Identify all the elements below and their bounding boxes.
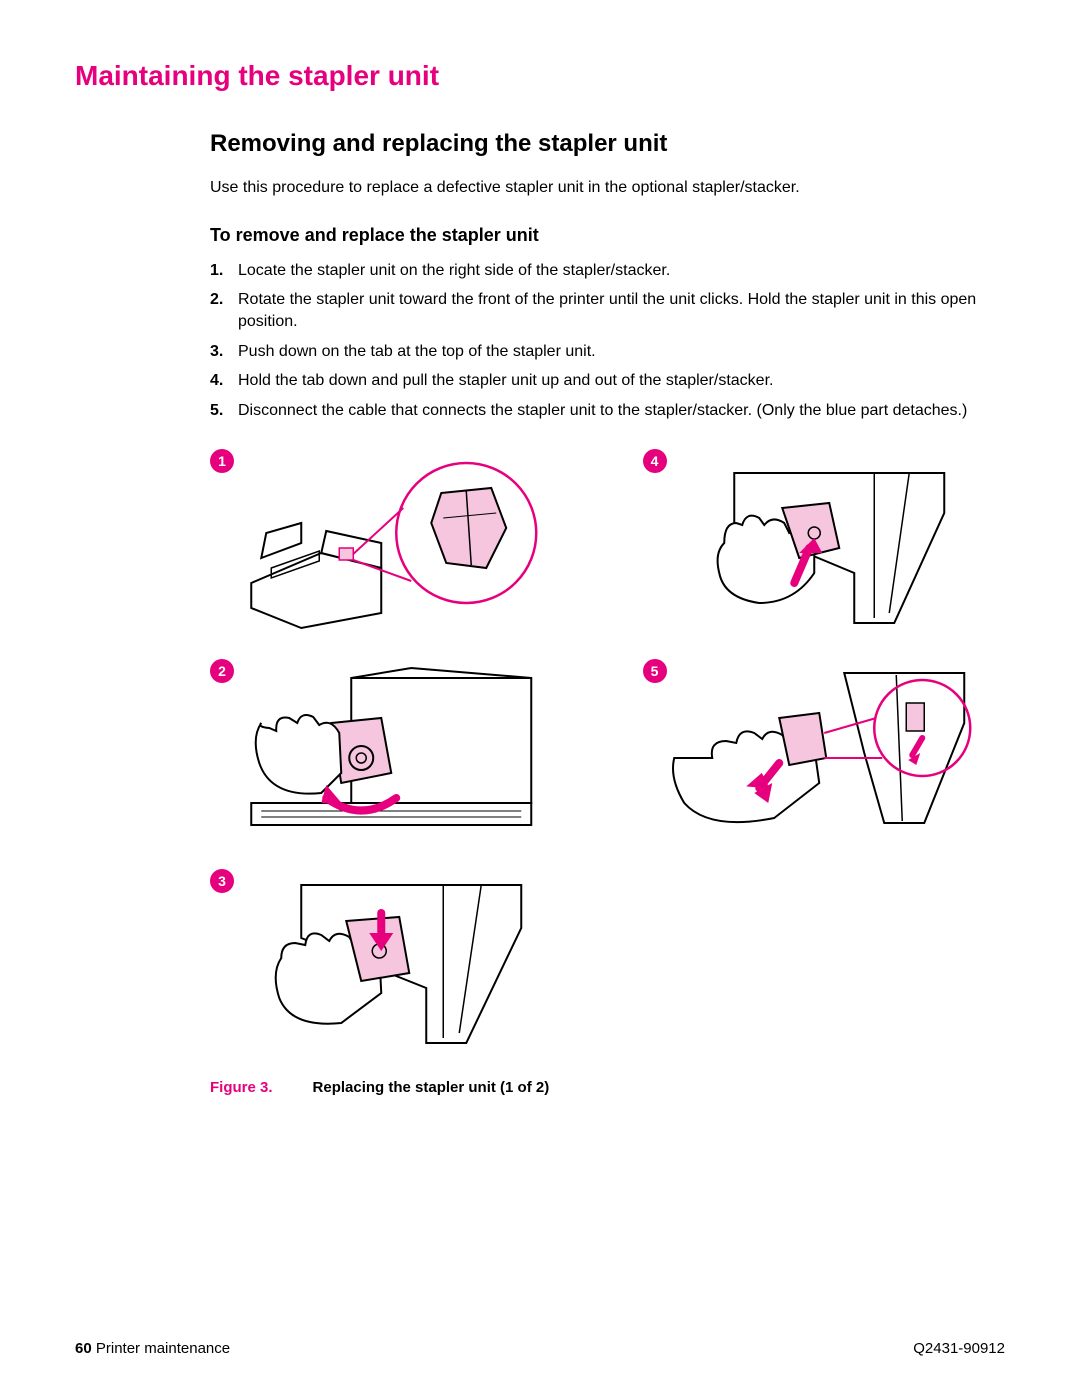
figure-panel-1: 1 — [210, 449, 573, 629]
figure-panel-5: 5 — [643, 659, 1006, 839]
figure-panel-2: 2 — [210, 659, 573, 839]
panel-badge: 4 — [643, 449, 667, 473]
figure-caption-text: Replacing the stapler unit (1 of 2) — [313, 1079, 550, 1096]
intro-text: Use this procedure to replace a defectiv… — [210, 178, 1005, 199]
panel-illustration-5 — [643, 663, 1006, 843]
panel-illustration-1 — [210, 453, 573, 633]
step-item: Disconnect the cable that connects the s… — [210, 400, 1005, 422]
step-item: Push down on the tab at the top of the s… — [210, 341, 1005, 363]
footer-doc-id: Q2431-90912 — [913, 1340, 1005, 1357]
figure-grid: 1 — [210, 449, 1005, 1049]
panel-illustration-4 — [643, 453, 1006, 633]
panel-illustration-2 — [210, 663, 573, 843]
panel-illustration-3 — [210, 873, 573, 1053]
footer-left: 60 Printer maintenance — [75, 1340, 230, 1357]
figure-panel-4: 4 — [643, 449, 1006, 629]
steps-list: Locate the stapler unit on the right sid… — [210, 260, 1005, 422]
page-heading-1: Maintaining the stapler unit — [75, 60, 1005, 92]
figure-label: Figure 3. — [210, 1079, 273, 1096]
step-item: Locate the stapler unit on the right sid… — [210, 260, 1005, 282]
step-item: Rotate the stapler unit toward the front… — [210, 289, 1005, 332]
page-footer: 60 Printer maintenance Q2431-90912 — [75, 1340, 1005, 1357]
figure-caption: Figure 3. Replacing the stapler unit (1 … — [210, 1079, 1005, 1096]
figure-panel-3: 3 — [210, 869, 573, 1049]
step-item: Hold the tab down and pull the stapler u… — [210, 370, 1005, 392]
page-heading-3: To remove and replace the stapler unit — [210, 225, 1005, 246]
page-heading-2: Removing and replacing the stapler unit — [210, 130, 1005, 158]
panel-badge: 5 — [643, 659, 667, 683]
